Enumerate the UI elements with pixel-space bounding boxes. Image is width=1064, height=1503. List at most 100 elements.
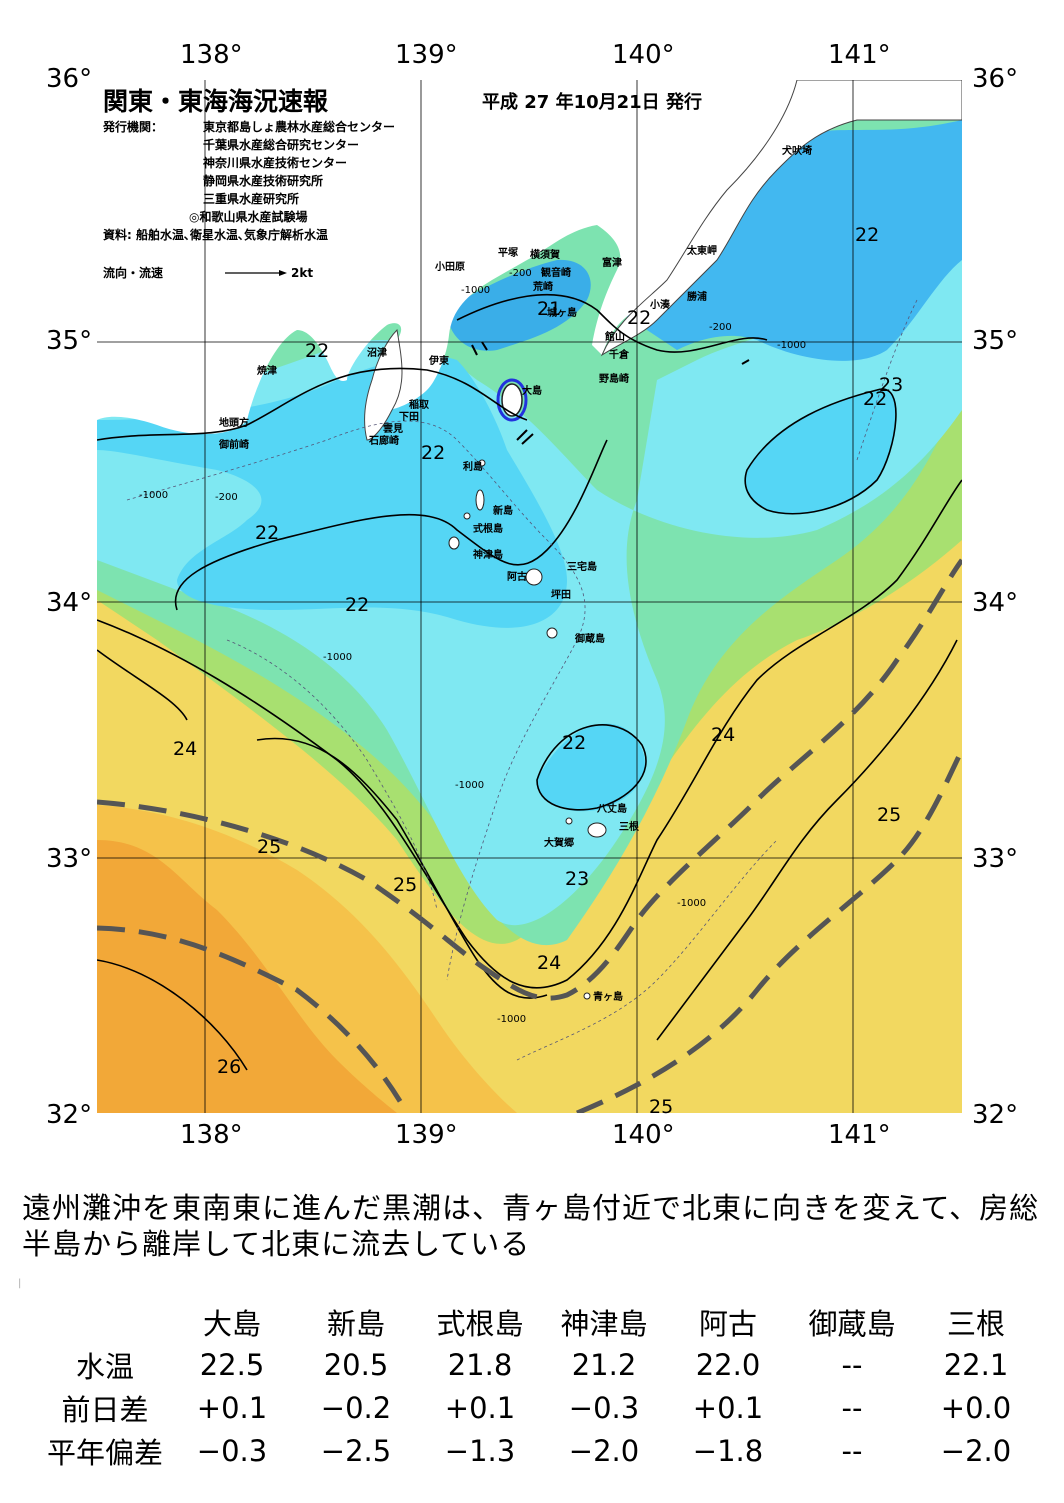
table-cell: −2.0 [568, 1433, 640, 1468]
place-nojimazaki: 野島崎 [599, 374, 629, 385]
lon-label-bottom-138: 138° [180, 1120, 243, 1150]
water-26-area [97, 840, 397, 1113]
contour-label-22: 22 [855, 224, 880, 246]
lat-label-right-34: 34° [972, 588, 1019, 618]
map-title: 関東・東海海況速報 [103, 87, 329, 116]
lat-label-left-34: 34° [46, 588, 93, 618]
table-cell: -- [841, 1433, 863, 1468]
contour-label-26: 26 [217, 1056, 242, 1078]
place-futtsu: 富津 [602, 258, 622, 269]
table-row: 水温 22.5 20.5 21.8 21.2 22.0 -- 22.1 [40, 1343, 1038, 1386]
table-cell: +0.1 [196, 1390, 268, 1425]
table-header-cell: 式根島 [436, 1306, 524, 1341]
depth-contours [126, 299, 918, 1061]
place-ako: 阿古 [507, 572, 527, 583]
depth-label: -200 [709, 322, 732, 333]
place-niijima: 新島 [493, 506, 513, 517]
place-hiratsuka: 平塚 [498, 248, 518, 259]
table-cell: −0.3 [196, 1433, 268, 1468]
place-okago: 大賀郷 [544, 838, 574, 849]
place-shimoda: 下田 [399, 412, 419, 423]
isotherm-22-north [97, 367, 528, 441]
depth-label: -1000 [455, 780, 485, 791]
place-hachijojima: 八丈島 [597, 804, 627, 815]
agency-1: 東京都島しょ農林水産総合センター [203, 120, 396, 134]
depth-label: -200 [509, 268, 532, 279]
table-cell: 22.0 [695, 1347, 761, 1382]
row-label: 平年偏差 [46, 1435, 163, 1470]
isotherm-22-east [744, 388, 897, 515]
place-chikura: 千倉 [609, 350, 629, 361]
place-miyakejima: 三宅島 [567, 562, 597, 573]
contour-label-22: 22 [562, 732, 587, 754]
table-cell: 21.2 [571, 1347, 637, 1382]
lon-label-top-141: 141° [828, 40, 891, 70]
agency-3: 神奈川県水産技術センター [203, 156, 348, 170]
place-kumomi: 雲見 [383, 424, 403, 435]
kuroshio-axis [97, 558, 962, 1113]
contour-label-25: 25 [649, 1096, 674, 1118]
table-cell: -- [841, 1390, 863, 1425]
isotherm-22-hachijo [536, 724, 647, 811]
table-header-cell: 神津島 [560, 1306, 648, 1341]
lat-lon-grid [97, 80, 962, 1113]
island-shikinejima [463, 512, 471, 520]
contour-label-22: 22 [345, 594, 370, 616]
place-taitomisaki: 太東岬 [687, 246, 717, 257]
island-kozushima [448, 536, 460, 550]
lon-label-top-139: 139° [395, 40, 458, 70]
agency-4: 静岡県水産技術研究所 [203, 174, 324, 188]
contour-label-23: 23 [879, 374, 904, 396]
table-header-cell: 新島 [326, 1306, 385, 1341]
island-oshima [501, 383, 523, 417]
contour-label-22: 22 [863, 388, 888, 410]
table-cell: −1.8 [692, 1433, 764, 1468]
isotherm-lines [97, 293, 962, 1071]
place-irozaki: 石廊崎 [369, 436, 399, 447]
depth-label: -1000 [497, 1014, 527, 1025]
island-aogashima [583, 992, 591, 1000]
island-mikurajima [546, 627, 558, 639]
water-temperature-table: 大島 新島 式根島 神津島 阿古 御蔵島 三根 水温 22.5 20.5 21.… [40, 1300, 1038, 1472]
data-sources: 資料: 船舶水温､衛星水温､気象庁解析水温 [103, 228, 328, 242]
contour-label-25: 25 [257, 836, 282, 858]
place-omaezaki: 御前崎 [219, 440, 249, 451]
isotherm-25 [256, 737, 548, 999]
lon-label-bottom-141: 141° [828, 1120, 891, 1150]
contour-label-22: 22 [305, 340, 330, 362]
island-hachijojima [587, 822, 607, 838]
island-kojima [565, 817, 573, 825]
place-aogashima: 青ヶ島 [593, 992, 623, 1003]
agency-2: 千葉県水産総合研究センター [203, 138, 360, 152]
place-yaizu: 焼津 [257, 366, 277, 377]
place-kozushima: 神津島 [473, 550, 503, 561]
lat-label-right-35: 35° [972, 326, 1019, 356]
place-oshima: 大島 [522, 386, 542, 397]
lat-label-right-33: 33° [972, 844, 1019, 874]
table-header-cell: 大島 [202, 1306, 261, 1341]
table-cell: −1.3 [444, 1433, 516, 1468]
isotherm-21 [456, 293, 768, 353]
table-cell: 22.1 [943, 1347, 1009, 1382]
table-header-cell: 阿古 [698, 1306, 757, 1341]
depth-label: -1000 [777, 340, 807, 351]
kuroshio-axis-south-east [576, 748, 962, 1113]
island-miyakejima [525, 568, 543, 586]
sea-temperature-map: 関東・東海海況速報 平成 27 年10月21日 発行 発行機関： 東京都島しょ農… [97, 80, 962, 1118]
contour-label-22: 22 [421, 442, 446, 464]
isotherm-22-south [174, 439, 608, 611]
depth-label: -200 [215, 492, 238, 503]
depth-label: -1000 [139, 490, 169, 501]
kuroshio-axis-north [97, 558, 962, 1001]
table-cell: +0.1 [444, 1390, 516, 1425]
lon-label-bottom-139: 139° [395, 1120, 458, 1150]
place-mikurajima: 御蔵島 [575, 634, 605, 645]
kuroshio-description: 遠州灘沖を東南東に進んだ黒潮は、青ヶ島付近で北東に向きを変えて、房総半島から離岸… [22, 1191, 1040, 1261]
sagami-bay-water [447, 259, 591, 351]
contour-label-24: 24 [537, 952, 562, 974]
place-kominato: 小湊 [650, 300, 670, 311]
izu-peninsula [364, 328, 403, 441]
place-yokosuka: 横須賀 [530, 250, 560, 261]
agency-6: ◎和歌山県水産試験場 [189, 210, 308, 224]
place-kannonzaki: 観音崎 [541, 268, 571, 279]
